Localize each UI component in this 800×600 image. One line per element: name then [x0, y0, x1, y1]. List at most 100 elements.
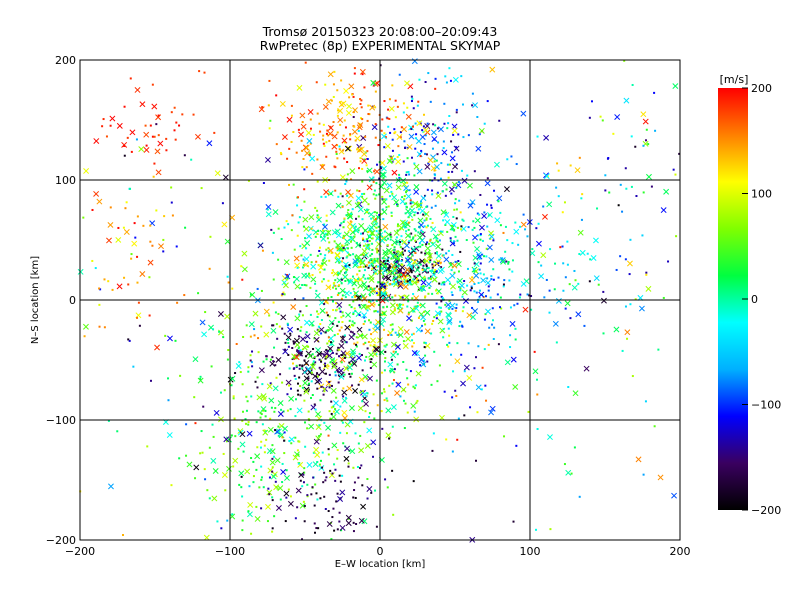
data-point-dot — [608, 191, 611, 194]
data-point-cross — [356, 326, 363, 333]
data-point-dot — [331, 351, 334, 354]
data-point-dot — [373, 170, 376, 173]
data-point-dot — [486, 177, 489, 180]
data-point-dot — [298, 216, 301, 219]
data-point-dot — [619, 183, 622, 186]
y-tick-label: 100 — [55, 174, 76, 187]
data-point-dot — [268, 79, 271, 82]
data-point-dot — [502, 283, 505, 286]
data-point-dot — [366, 170, 369, 173]
data-point-cross — [349, 168, 356, 175]
data-point-cross — [355, 195, 362, 202]
data-point-dot — [252, 481, 255, 484]
data-point-dot — [302, 263, 305, 266]
data-point-dot — [496, 293, 499, 296]
data-point-dot — [417, 208, 420, 211]
data-point-dot — [515, 163, 518, 166]
data-point-dot — [402, 303, 405, 306]
data-point-dot — [562, 262, 565, 265]
data-point-dot — [481, 366, 484, 369]
data-point-dot — [352, 466, 355, 469]
data-point-dot — [371, 233, 374, 236]
data-point-dot — [548, 289, 551, 292]
data-point-dot — [514, 221, 517, 224]
data-point-cross — [314, 378, 321, 385]
data-point-dot — [310, 493, 313, 496]
data-point-dot — [423, 276, 426, 279]
data-point-cross — [341, 389, 348, 396]
data-point-dot — [386, 117, 389, 120]
data-point-cross — [325, 284, 332, 291]
data-point-dot — [474, 459, 477, 462]
data-point-dot — [366, 158, 369, 161]
data-point-dot — [435, 237, 438, 240]
data-point-dot — [385, 265, 388, 268]
data-point-dot — [352, 521, 355, 524]
data-point-dot — [273, 410, 276, 413]
data-point-dot — [414, 229, 417, 232]
data-point-dot — [409, 279, 412, 282]
data-point-dot — [199, 375, 202, 378]
data-point-dot — [390, 190, 393, 193]
data-point-dot — [417, 317, 420, 320]
data-point-dot — [462, 306, 465, 309]
data-point-dot — [283, 431, 286, 434]
data-point-dot — [373, 189, 376, 192]
data-point-dot — [263, 451, 266, 454]
data-point-cross — [263, 331, 270, 338]
data-point-dot — [321, 164, 324, 167]
data-point-cross — [380, 316, 387, 323]
data-point-dot — [332, 405, 335, 408]
data-point-dot — [381, 427, 384, 430]
data-point-dot — [381, 118, 384, 121]
data-point-dot — [316, 158, 319, 161]
data-point-cross — [237, 428, 244, 434]
data-point-dot — [440, 295, 443, 298]
data-point-dot — [490, 206, 493, 209]
data-point-cross — [246, 430, 253, 437]
data-point-dot — [316, 315, 319, 318]
data-point-dot — [412, 310, 415, 313]
data-point-cross — [360, 503, 367, 510]
data-point-dot — [263, 429, 266, 432]
data-point-dot — [330, 400, 333, 403]
data-point-dot — [414, 234, 417, 237]
data-point-dot — [303, 371, 306, 374]
data-point-dot — [396, 225, 399, 228]
data-point-cross — [322, 103, 329, 110]
data-point-dot — [374, 309, 377, 312]
data-point-dot — [373, 287, 376, 290]
data-point-dot — [247, 423, 250, 426]
data-point-cross — [337, 107, 344, 114]
data-point-dot — [212, 328, 215, 331]
data-point-dot — [438, 306, 441, 309]
data-point-cross — [265, 503, 271, 510]
data-point-dot — [271, 457, 274, 460]
data-point-dot — [272, 324, 275, 327]
data-point-dot — [398, 279, 401, 282]
data-point-cross — [660, 207, 667, 214]
data-point-dot — [380, 268, 383, 271]
data-point-dot — [266, 208, 269, 211]
data-point-dot — [313, 357, 316, 360]
data-point-dot — [249, 354, 252, 357]
data-point-dot — [417, 266, 420, 269]
data-point-dot — [485, 399, 488, 402]
data-point-dot — [382, 297, 385, 300]
data-point-dot — [322, 353, 325, 356]
data-point-dot — [461, 103, 464, 106]
data-point-cross — [478, 291, 485, 298]
data-point-dot — [219, 391, 222, 394]
data-point-dot — [376, 310, 379, 313]
data-point-cross — [283, 259, 290, 266]
data-point-cross — [444, 276, 451, 283]
data-point-dot — [330, 251, 333, 254]
data-point-dot — [271, 324, 274, 327]
data-point-dot — [297, 347, 300, 350]
data-point-dot — [384, 350, 387, 353]
data-point-dot — [410, 95, 413, 98]
data-point-dot — [386, 305, 389, 308]
data-point-dot — [429, 259, 432, 262]
data-point-dot — [335, 352, 338, 355]
